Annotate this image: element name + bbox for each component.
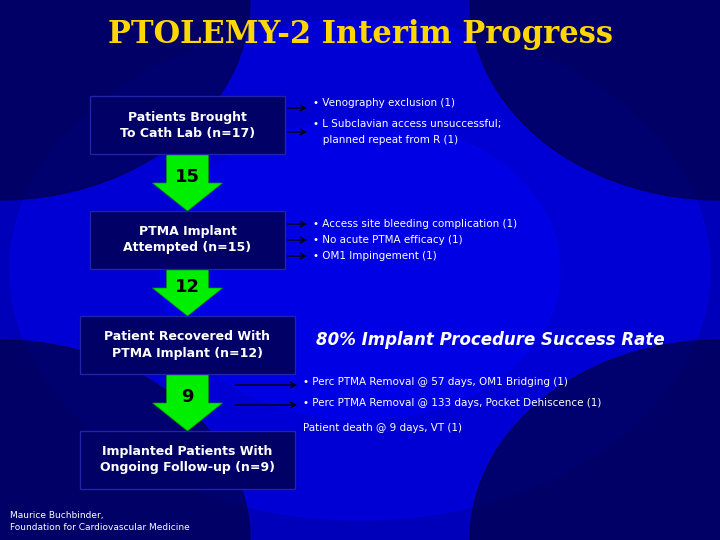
Text: • L Subclavian access unsuccessful;: • L Subclavian access unsuccessful;: [313, 119, 501, 129]
Text: Patient Recovered With
PTMA Implant (n=12): Patient Recovered With PTMA Implant (n=1…: [104, 330, 271, 360]
Ellipse shape: [0, 0, 250, 200]
Ellipse shape: [10, 20, 710, 520]
Text: Patient death @ 9 days, VT (1): Patient death @ 9 days, VT (1): [303, 423, 462, 433]
Ellipse shape: [0, 340, 250, 540]
Text: 15: 15: [175, 167, 200, 186]
FancyArrow shape: [153, 374, 222, 431]
Text: 12: 12: [175, 278, 200, 295]
Text: planned repeat from R (1): planned repeat from R (1): [313, 135, 458, 145]
Text: 9: 9: [181, 388, 194, 406]
FancyBboxPatch shape: [80, 431, 295, 489]
Text: PTOLEMY-2 Interim Progress: PTOLEMY-2 Interim Progress: [107, 19, 613, 51]
Text: PTMA Implant
Attempted (n=15): PTMA Implant Attempted (n=15): [123, 226, 251, 254]
Text: • Access site bleeding complication (1): • Access site bleeding complication (1): [313, 219, 517, 229]
Text: • Perc PTMA Removal @ 133 days, Pocket Dehiscence (1): • Perc PTMA Removal @ 133 days, Pocket D…: [303, 398, 601, 408]
Text: 80% Implant Procedure Success Rate: 80% Implant Procedure Success Rate: [315, 331, 665, 349]
FancyArrow shape: [153, 154, 222, 211]
Text: Implanted Patients With
Ongoing Follow-up (n=9): Implanted Patients With Ongoing Follow-u…: [100, 446, 275, 475]
Ellipse shape: [160, 120, 560, 420]
Text: • Perc PTMA Removal @ 57 days, OM1 Bridging (1): • Perc PTMA Removal @ 57 days, OM1 Bridg…: [303, 377, 568, 387]
FancyBboxPatch shape: [90, 96, 285, 154]
Text: • No acute PTMA efficacy (1): • No acute PTMA efficacy (1): [313, 235, 463, 245]
Text: • Venography exclusion (1): • Venography exclusion (1): [313, 98, 455, 108]
Ellipse shape: [470, 340, 720, 540]
Text: Foundation for Cardiovascular Medicine: Foundation for Cardiovascular Medicine: [10, 523, 190, 532]
FancyBboxPatch shape: [80, 316, 295, 374]
Ellipse shape: [470, 0, 720, 200]
Text: • OM1 Impingement (1): • OM1 Impingement (1): [313, 251, 437, 261]
FancyBboxPatch shape: [90, 211, 285, 269]
Text: Patients Brought
To Cath Lab (n=17): Patients Brought To Cath Lab (n=17): [120, 111, 255, 139]
Text: Maurice Buchbinder,: Maurice Buchbinder,: [10, 511, 104, 520]
FancyArrow shape: [153, 269, 222, 316]
